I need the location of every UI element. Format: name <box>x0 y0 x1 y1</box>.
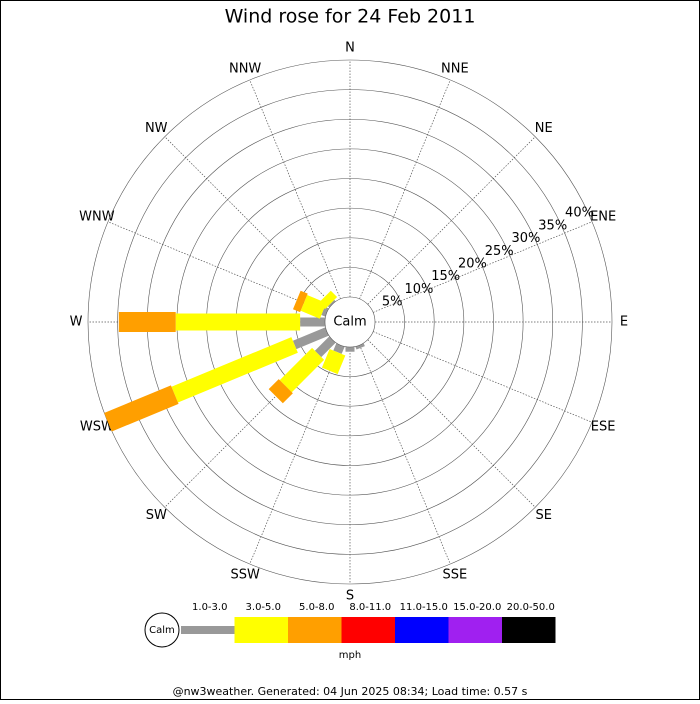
direction-label: NNW <box>229 61 261 76</box>
legend-calm <box>144 612 180 648</box>
spoke <box>372 221 593 313</box>
legend-label: 3.0-5.0 <box>246 602 281 613</box>
rose-segment <box>314 336 336 358</box>
legend-label: 11.0-15.0 <box>400 602 448 613</box>
r-tick-label: 30% <box>512 231 541 246</box>
direction-label: S <box>346 589 354 604</box>
grid-ring <box>87 59 613 585</box>
r-tick-label: 35% <box>538 218 567 233</box>
r-tick-label: 20% <box>458 256 487 271</box>
direction-label: WSW <box>80 419 114 434</box>
direction-label: NW <box>145 121 168 136</box>
rose-segment <box>300 295 327 319</box>
r-tick-label: 15% <box>431 269 460 284</box>
spoke <box>107 221 328 313</box>
rose-segment <box>318 290 338 310</box>
legend-label: 1.0-3.0 <box>192 602 227 613</box>
rose-segment <box>292 327 329 350</box>
direction-label: NE <box>535 121 553 136</box>
rose-segment <box>327 299 336 308</box>
rose-segment <box>321 348 346 375</box>
rose-segment <box>292 290 308 313</box>
spoke <box>372 331 593 423</box>
legend-label: 20.0-50.0 <box>507 602 555 613</box>
r-tick-label: 10% <box>404 282 433 297</box>
legend-swatch <box>234 617 288 643</box>
spoke <box>249 344 341 565</box>
rose-segment <box>171 337 298 403</box>
legend-swatch <box>341 617 395 643</box>
footer: @nw3weather. Generated: 04 Jun 2025 08:3… <box>173 685 528 698</box>
legend-swatch <box>288 617 342 643</box>
legend-label: 5.0-8.0 <box>299 602 334 613</box>
direction-label: W <box>70 315 83 330</box>
spoke <box>367 339 536 508</box>
rose-segment <box>175 313 301 331</box>
spoke <box>249 79 341 300</box>
rose-segment <box>268 379 293 404</box>
r-tick-label: 40% <box>565 206 594 221</box>
legend-label: 8.0-11.0 <box>349 602 391 613</box>
direction-label: SW <box>146 508 167 523</box>
legend-swatch <box>502 617 556 643</box>
chart-title: Wind rose for 24 Feb 2011 <box>225 6 476 28</box>
rose-segment <box>333 343 345 354</box>
spoke <box>164 136 333 305</box>
rose-segment <box>321 306 329 317</box>
direction-label: SE <box>536 508 552 523</box>
legend-swatch <box>181 626 235 634</box>
direction-label: SSE <box>442 568 467 583</box>
direction-label: ESE <box>591 419 616 434</box>
direction-label: N <box>345 41 355 56</box>
rose-segment <box>104 385 179 432</box>
rose-segment <box>345 347 355 352</box>
rose-segment <box>118 312 176 332</box>
r-tick-label: 5% <box>382 295 403 310</box>
legend-units: mph <box>339 650 361 661</box>
calm-label: Calm <box>333 315 366 330</box>
direction-label: E <box>620 315 628 330</box>
r-tick-label: 25% <box>485 244 514 259</box>
direction-label: ENE <box>590 210 616 225</box>
rose-segment <box>300 317 325 327</box>
legend-label: 15.0-20.0 <box>453 602 501 613</box>
legend-swatch <box>395 617 449 643</box>
legend-calm-label: Calm <box>149 625 175 636</box>
direction-label: NNE <box>441 61 469 76</box>
spoke <box>367 136 536 305</box>
spoke <box>359 344 451 565</box>
direction-label: WNW <box>79 210 115 225</box>
calm-circle <box>324 296 376 348</box>
spoke <box>359 79 451 300</box>
rose-segment <box>355 343 365 350</box>
direction-label: SSW <box>230 568 260 583</box>
rose-segment <box>279 347 325 393</box>
legend-swatch <box>448 617 502 643</box>
